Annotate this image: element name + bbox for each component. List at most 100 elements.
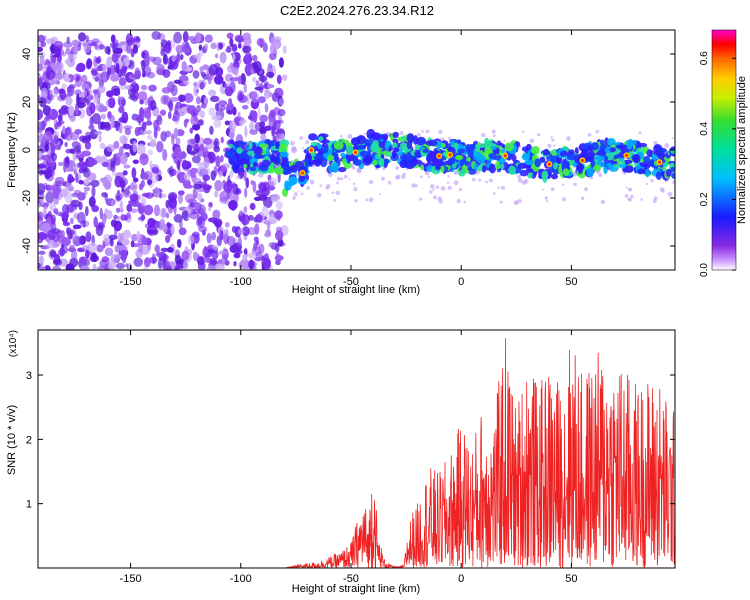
x-tick-label: -100 <box>230 573 252 585</box>
heatmap-cell <box>192 148 200 154</box>
heatmap-cell <box>209 125 214 135</box>
heatmap-cell <box>638 142 648 148</box>
heatmap-cell <box>550 135 553 139</box>
heatmap-cell <box>368 179 374 185</box>
heatmap-cell <box>517 174 522 179</box>
heatmap-cell <box>151 253 156 263</box>
heatmap-cell <box>187 198 197 205</box>
heatmap-cell <box>484 146 492 156</box>
heatmap-cell <box>137 91 148 101</box>
heatmap-cell <box>136 230 141 241</box>
heatmap-cell <box>153 107 160 117</box>
heatmap-cell <box>618 163 627 169</box>
heatmap-cell <box>603 165 608 174</box>
heatmap-cell <box>665 168 672 177</box>
heatmap-cell <box>122 170 128 176</box>
heatmap-cell <box>189 127 194 134</box>
heatmap-cell <box>113 47 123 54</box>
heatmap-cell <box>466 156 471 162</box>
spectrogram-panel: -150 -100 -50 0 50 -40 -20 0 20 40 Height of str… <box>6 29 676 296</box>
heatmap-cell <box>255 213 263 223</box>
heatmap-cell <box>282 45 287 55</box>
heatmap-cell <box>226 235 235 246</box>
heatmap-cell <box>587 150 595 159</box>
heatmap-cell <box>508 165 516 175</box>
heatmap-cell <box>38 250 46 255</box>
heatmap-cell <box>226 109 233 115</box>
heatmap-cell <box>606 163 613 168</box>
heatmap-cell <box>239 258 250 270</box>
heatmap-cell <box>208 206 212 212</box>
heatmap-cell <box>392 131 399 139</box>
heatmap-cell <box>133 257 143 267</box>
heatmap-cell <box>580 158 585 163</box>
heatmap-cell <box>119 200 124 211</box>
heatmap-cell <box>95 224 104 237</box>
heatmap-cell <box>279 143 289 150</box>
heatmap-cell <box>123 56 130 68</box>
heatmap-cell <box>130 181 138 192</box>
heatmap-cell <box>156 115 163 126</box>
heatmap-cell <box>276 74 282 85</box>
heatmap-cell <box>414 183 418 188</box>
heatmap-cell <box>81 74 88 84</box>
heatmap-cell <box>258 82 264 94</box>
heatmap-cell <box>599 143 607 154</box>
heatmap-cell <box>485 180 488 184</box>
heatmap-cell <box>268 177 278 187</box>
heatmap-cell <box>41 265 46 270</box>
heatmap-cell <box>433 160 444 167</box>
heatmap-cell <box>517 177 523 183</box>
heatmap-cell <box>119 135 128 145</box>
heatmap-cell <box>92 89 99 95</box>
heatmap-cell <box>193 85 199 97</box>
heatmap-cell <box>278 57 284 68</box>
heatmap-cell <box>637 168 645 175</box>
heatmap-cell <box>118 106 125 114</box>
heatmap-cell <box>270 195 279 203</box>
heatmap-cell <box>365 198 369 202</box>
heatmap-cell <box>243 169 247 182</box>
heatmap-cell <box>117 232 122 244</box>
heatmap-cell <box>108 261 116 270</box>
heatmap-cell <box>114 244 122 251</box>
heatmap-cell <box>534 158 541 168</box>
heatmap-cell <box>91 113 101 125</box>
heatmap-cell <box>214 190 219 198</box>
x-tick-label: 50 <box>565 276 577 288</box>
heatmap-cell <box>197 204 207 216</box>
heatmap-cell <box>181 60 188 72</box>
heatmap-cell <box>263 257 271 269</box>
heatmap-cell <box>457 148 466 154</box>
spectrogram-y-ticks: -40 -20 0 20 40 <box>21 48 675 254</box>
heatmap-cell <box>319 184 322 187</box>
snr-series-group <box>38 338 675 568</box>
heatmap-cell <box>168 196 178 209</box>
heatmap-cell <box>282 188 289 197</box>
heatmap-cell <box>261 205 269 218</box>
heatmap-cell <box>91 252 98 262</box>
heatmap-cell <box>141 60 146 72</box>
heatmap-cell <box>115 124 120 132</box>
heatmap-cell <box>78 153 85 159</box>
heatmap-cell <box>645 168 650 178</box>
heatmap-cell <box>179 130 184 136</box>
heatmap-cell <box>145 120 153 126</box>
heatmap-cell <box>38 127 43 134</box>
heatmap-cell <box>181 250 190 261</box>
heatmap-cell <box>577 164 583 174</box>
heatmap-cell <box>186 105 197 115</box>
heatmap-cell <box>455 154 464 161</box>
heatmap-cell <box>353 150 357 154</box>
heatmap-cell <box>354 199 358 203</box>
heatmap-cell <box>310 141 319 147</box>
heatmap-cell <box>38 75 43 88</box>
heatmap-cell <box>517 162 527 169</box>
heatmap-cell <box>38 74 42 79</box>
heatmap-cell <box>38 108 44 120</box>
heatmap-cell <box>263 232 272 238</box>
heatmap-cell <box>99 259 108 268</box>
heatmap-cell <box>438 129 443 134</box>
x-tick-label: 50 <box>565 573 577 585</box>
heatmap-cell <box>214 180 223 192</box>
